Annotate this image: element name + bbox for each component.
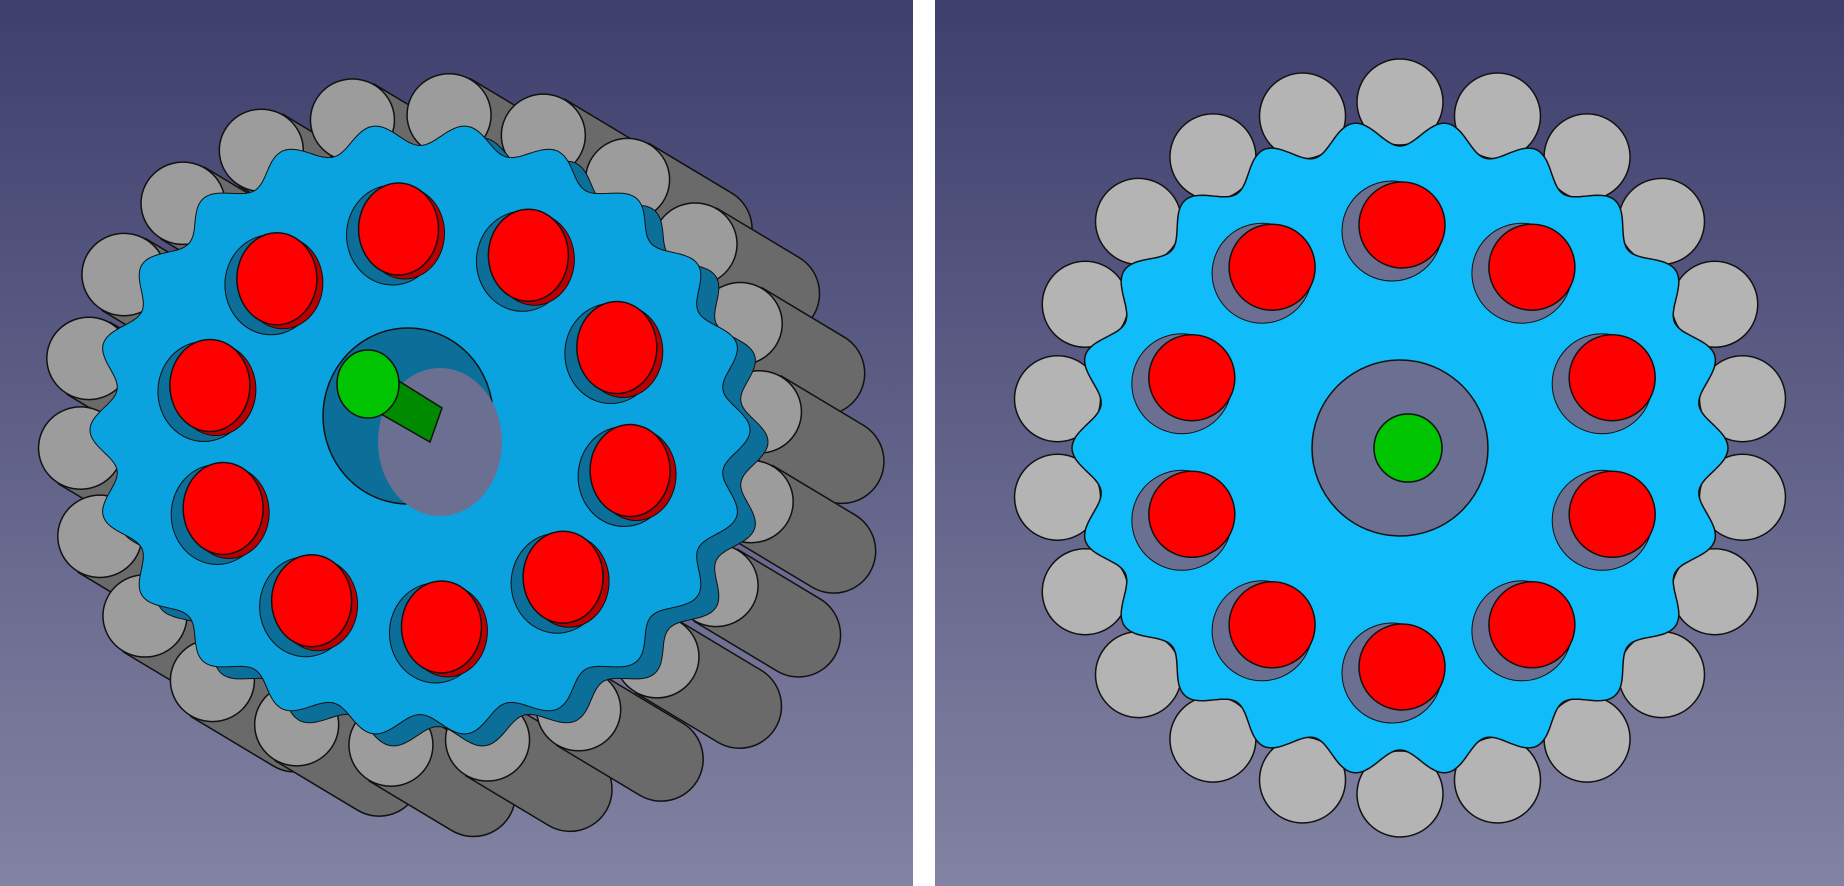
outer-roller (1617, 177, 1706, 266)
axle (1373, 413, 1443, 483)
inner-pin (1568, 333, 1656, 422)
viewport-separator (913, 0, 935, 886)
inner-pin (400, 580, 483, 674)
inner-pin (1568, 470, 1656, 559)
inner-pin (487, 208, 570, 303)
inner-pin (522, 530, 604, 624)
inner-pin (1148, 470, 1236, 559)
inner-pin (1228, 223, 1316, 311)
outer-roller (1356, 58, 1444, 146)
inner-pin (1488, 581, 1576, 669)
inner-pins (1148, 181, 1656, 711)
inner-pin (1228, 581, 1316, 669)
inner-pin (270, 553, 353, 648)
inner-pin (1358, 623, 1446, 711)
inner-pin (169, 338, 251, 433)
outer-roller (1094, 630, 1183, 719)
inner-pins (157, 182, 677, 684)
outer-roller (1094, 177, 1183, 266)
inner-pin (1358, 181, 1446, 269)
inner-pin (182, 461, 264, 556)
inner-pin (236, 232, 318, 326)
center-hub (322, 327, 502, 516)
inner-pin (1488, 223, 1576, 311)
outer-roller (1356, 750, 1444, 838)
inner-pin (1148, 333, 1236, 422)
inner-pin (357, 182, 440, 276)
front-view[interactable] (935, 0, 1844, 886)
isometric-view[interactable] (0, 0, 913, 886)
center-hub (1311, 359, 1489, 537)
outer-roller (1617, 630, 1706, 719)
axle-face (336, 349, 400, 419)
inner-pin (589, 423, 671, 518)
inner-pin (576, 300, 658, 395)
